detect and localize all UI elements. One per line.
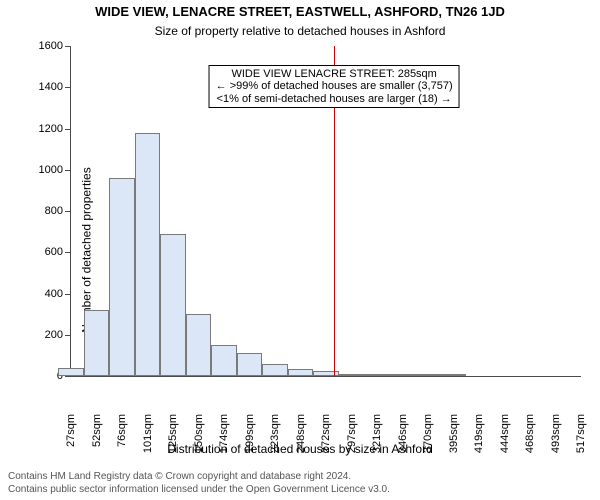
plot-area: 0200400600800100012001400160027sqm52sqm7… (70, 46, 581, 377)
footer-line-2: Contains public sector information licen… (8, 484, 592, 497)
x-axis-label: Distribution of detached houses by size … (0, 442, 600, 456)
annotation-box: WIDE VIEW LENACRE STREET: 285sqm← >99% o… (209, 65, 460, 109)
annotation-line-2: ← >99% of detached houses are smaller (3… (216, 80, 453, 93)
histogram-bar (160, 234, 186, 376)
annotation-line-1: WIDE VIEW LENACRE STREET: 285sqm (216, 68, 453, 81)
histogram-bar (109, 178, 135, 376)
y-tick-label: 1400 (39, 81, 71, 93)
histogram-bar (364, 374, 390, 376)
histogram-bar (211, 345, 237, 376)
y-tick-label: 800 (45, 205, 71, 217)
histogram-bar (441, 374, 467, 376)
histogram-bar (135, 133, 161, 376)
y-tick-label: 1200 (39, 123, 71, 135)
y-tick-label: 400 (45, 288, 71, 300)
attribution-footer: Contains HM Land Registry data © Crown c… (8, 471, 592, 496)
chart-title: WIDE VIEW, LENACRE STREET, EASTWELL, ASH… (0, 4, 600, 19)
histogram-bar (339, 374, 365, 376)
footer-line-1: Contains HM Land Registry data © Crown c… (8, 471, 592, 484)
chart-container: WIDE VIEW, LENACRE STREET, EASTWELL, ASH… (0, 0, 600, 500)
chart-subtitle: Size of property relative to detached ho… (0, 24, 600, 38)
histogram-bar (58, 368, 84, 376)
histogram-bar (186, 314, 212, 376)
histogram-bar (84, 310, 110, 376)
histogram-bar (262, 364, 288, 376)
histogram-bar (390, 374, 416, 376)
y-tick-label: 200 (45, 329, 71, 341)
histogram-bar (237, 353, 263, 376)
annotation-line-3: <1% of semi-detached houses are larger (… (216, 93, 453, 106)
y-tick-label: 600 (45, 246, 71, 258)
histogram-bar (415, 374, 441, 376)
histogram-bar (288, 369, 314, 376)
y-tick-label: 1000 (39, 164, 71, 176)
y-tick-label: 1600 (39, 40, 71, 52)
